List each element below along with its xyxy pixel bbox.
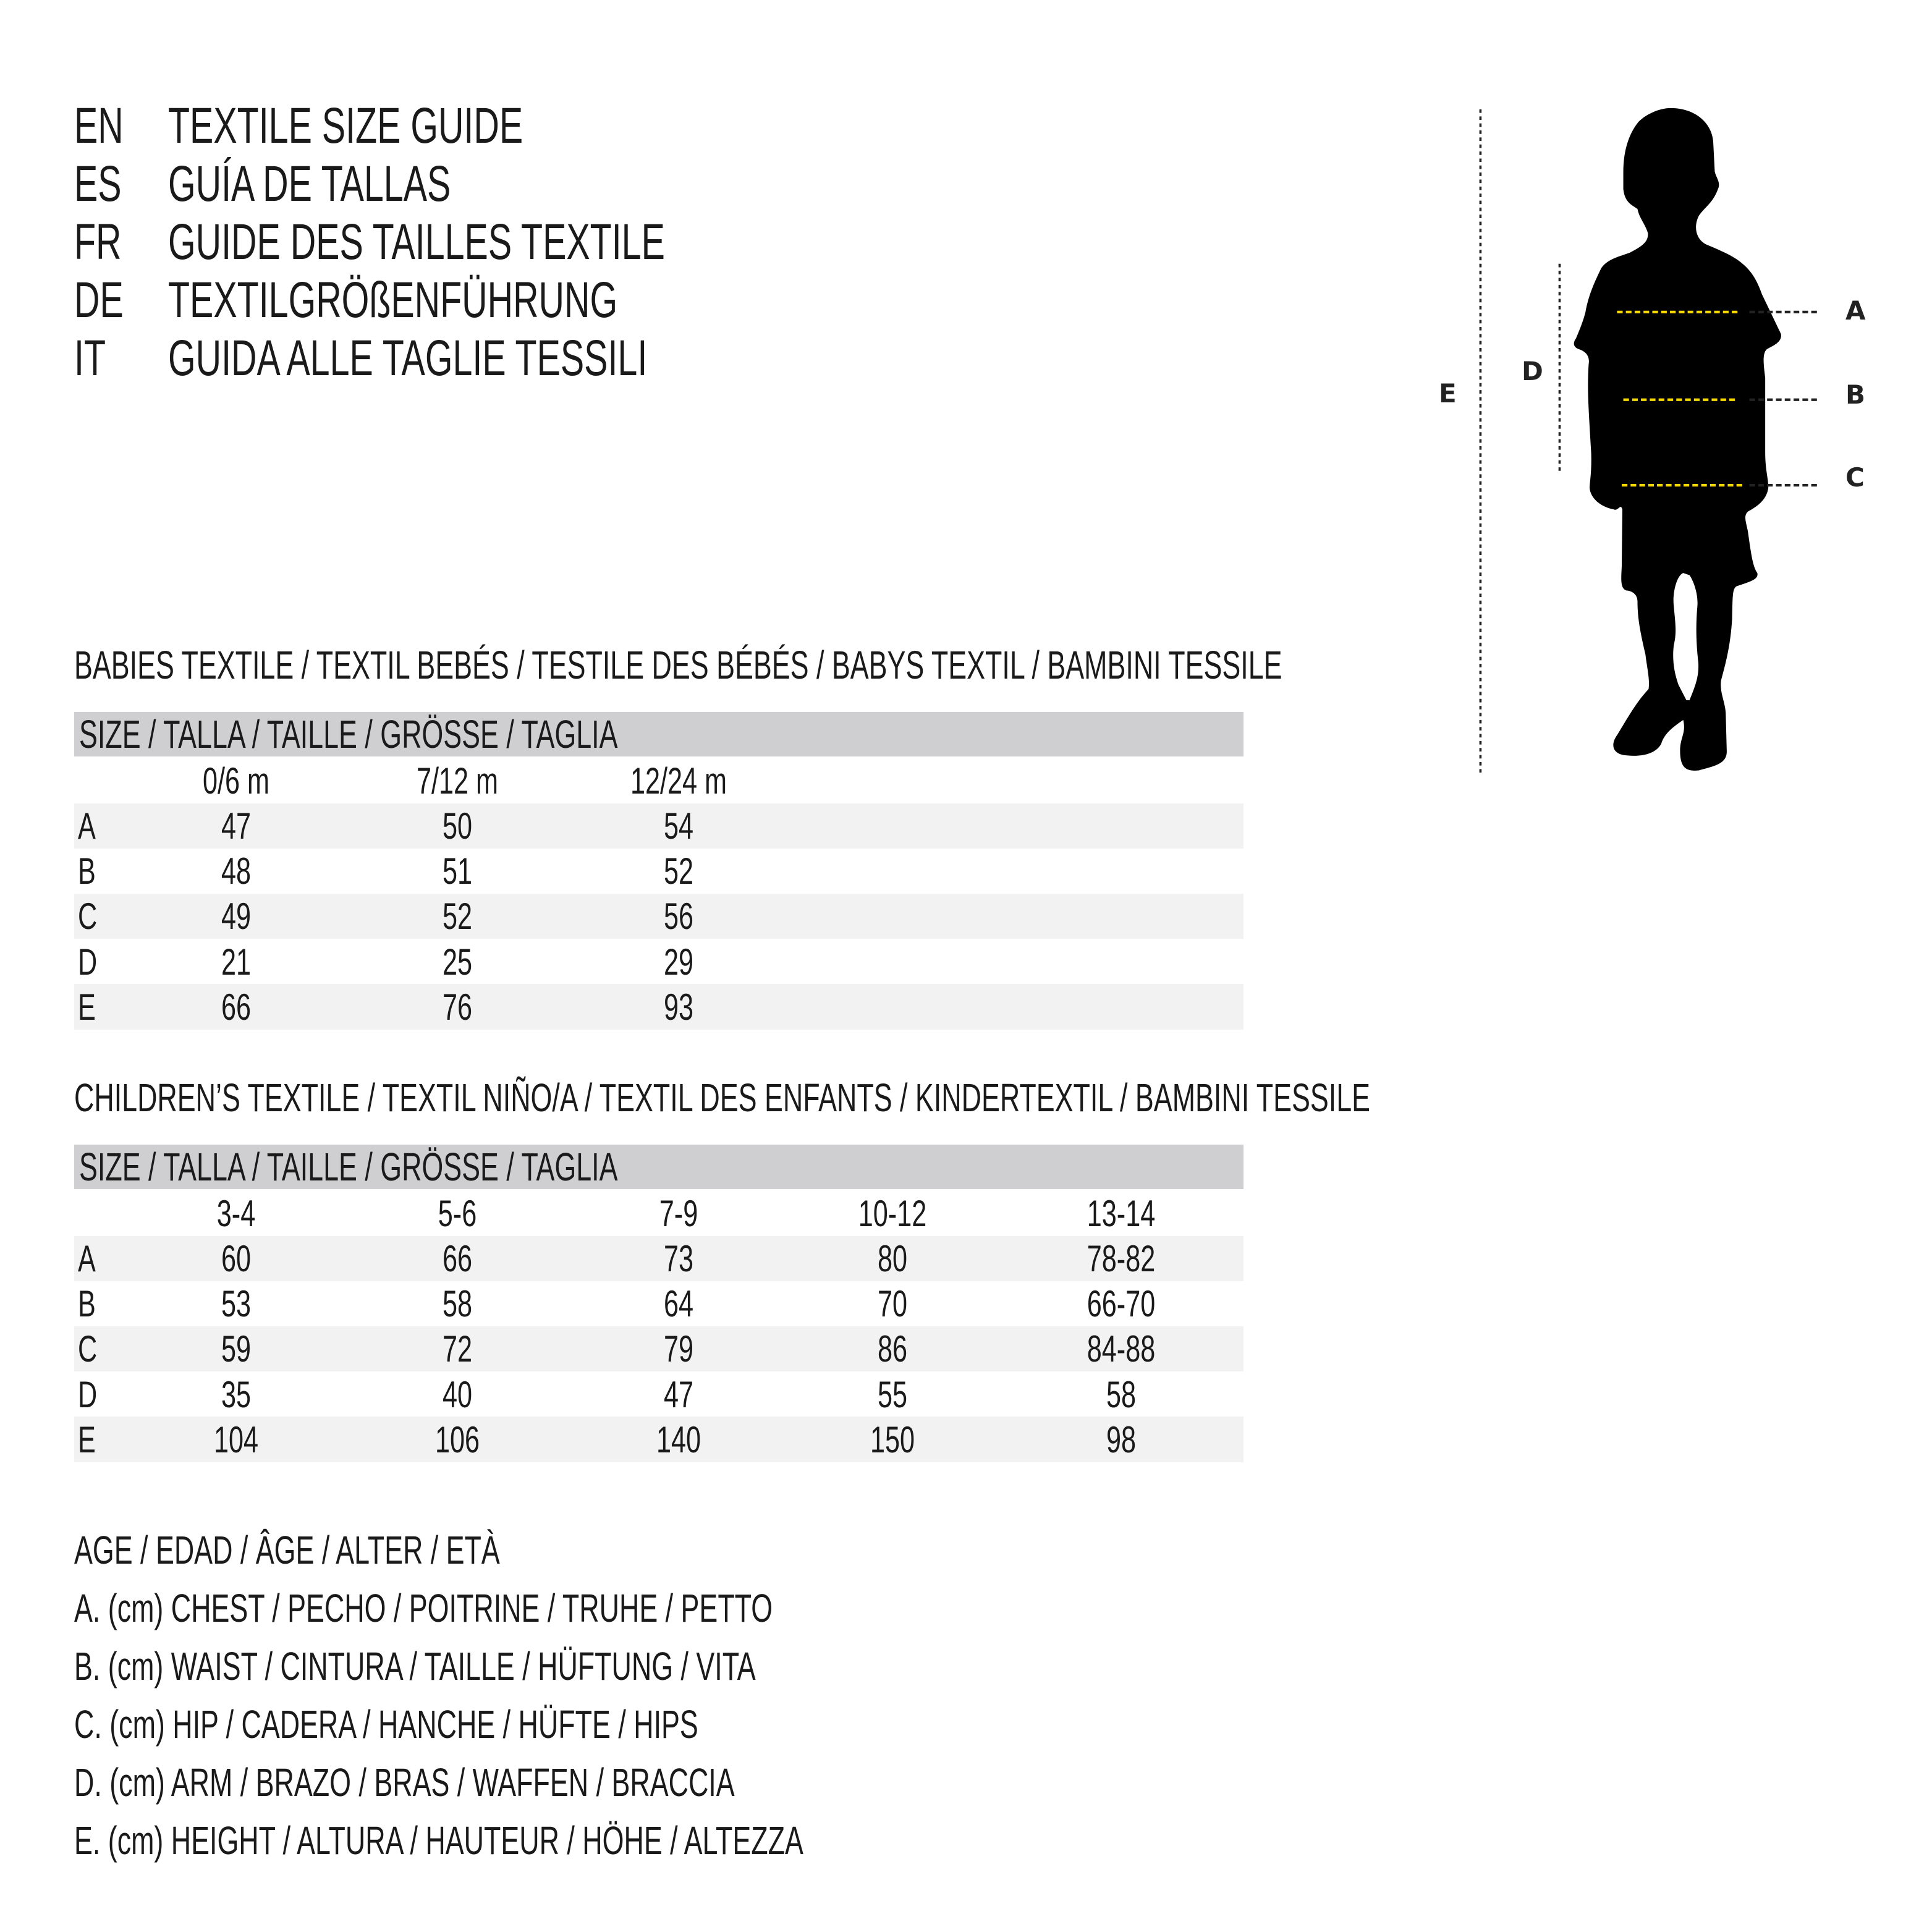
row-shade bbox=[74, 1326, 1244, 1371]
children-section-title: CHILDREN’S TEXTILE / TEXTIL NIÑO/A / TEX… bbox=[74, 1075, 1371, 1120]
row-shade bbox=[74, 803, 1244, 849]
figure-label-d: D bbox=[1522, 356, 1543, 386]
row-label: A bbox=[78, 1238, 96, 1279]
table-cell: 70 bbox=[877, 1283, 908, 1325]
table-cell: 52 bbox=[663, 850, 694, 892]
title-en: TEXTILE SIZE GUIDE bbox=[168, 98, 523, 154]
table-cell: 84-88 bbox=[1087, 1328, 1156, 1370]
table-cell: 40 bbox=[442, 1373, 473, 1415]
row-label: A bbox=[78, 805, 96, 847]
table-cell: 58 bbox=[442, 1283, 473, 1325]
table-cell: 60 bbox=[221, 1238, 252, 1279]
table-cell: 21 bbox=[221, 941, 252, 983]
title-es: GUÍA DE TALLAS bbox=[168, 156, 451, 212]
table-cell: 73 bbox=[663, 1238, 694, 1279]
table-cell: 79 bbox=[663, 1328, 694, 1370]
table-cell: 58 bbox=[1106, 1373, 1137, 1415]
table-cell: 104 bbox=[213, 1418, 259, 1460]
table-cell: 64 bbox=[663, 1283, 694, 1325]
table-cell: 98 bbox=[1106, 1418, 1137, 1460]
row-shade bbox=[74, 984, 1244, 1030]
row-label: D bbox=[78, 941, 98, 983]
figure-label-a: A bbox=[1845, 295, 1866, 326]
table-cell: 47 bbox=[221, 805, 252, 847]
row-label: B bbox=[78, 850, 96, 892]
table-cell: 76 bbox=[442, 986, 473, 1028]
table-cell: 49 bbox=[221, 896, 252, 938]
column-header: 12/24 m bbox=[630, 760, 727, 802]
table-cell: 59 bbox=[221, 1328, 252, 1370]
size-header: SIZE / TALLA / TAILLE / GRÖSSE / TAGLIA bbox=[79, 712, 618, 756]
column-header: 7/12 m bbox=[416, 760, 499, 802]
table-cell: 47 bbox=[663, 1373, 694, 1415]
row-label: E bbox=[78, 1418, 96, 1460]
row-label: D bbox=[78, 1373, 98, 1415]
title-fr: GUIDE DES TAILLES TEXTILE bbox=[168, 214, 665, 270]
table-cell: 29 bbox=[663, 941, 694, 983]
row-label: E bbox=[78, 986, 96, 1028]
table-cell: 66 bbox=[442, 1238, 473, 1279]
figure-label-e: E bbox=[1439, 378, 1457, 409]
lang-code-de: DE bbox=[74, 272, 124, 328]
table-cell: 78-82 bbox=[1087, 1238, 1156, 1279]
table-cell: 66-70 bbox=[1087, 1283, 1156, 1325]
legend-height: E. (cm) HEIGHT / ALTURA / HAUTEUR / HÖHE… bbox=[74, 1818, 803, 1863]
column-header: 0/6 m bbox=[202, 760, 270, 802]
lang-code-it: IT bbox=[74, 330, 106, 386]
table-cell: 35 bbox=[221, 1373, 252, 1415]
table-cell: 140 bbox=[656, 1418, 701, 1460]
table-cell: 54 bbox=[663, 805, 694, 847]
table-cell: 150 bbox=[870, 1418, 915, 1460]
table-cell: 48 bbox=[221, 850, 252, 892]
row-shade bbox=[74, 894, 1244, 939]
table-cell: 53 bbox=[221, 1283, 252, 1325]
table-cell: 66 bbox=[221, 986, 252, 1028]
figure-label-c: C bbox=[1845, 462, 1865, 493]
table-cell: 52 bbox=[442, 896, 473, 938]
row-label: C bbox=[78, 896, 98, 938]
table-cell: 72 bbox=[442, 1328, 473, 1370]
size-header-band bbox=[74, 712, 1244, 756]
babies-section-title: BABIES TEXTILE / TEXTIL BEBÉS / TESTILE … bbox=[74, 643, 1282, 687]
column-header: 7-9 bbox=[659, 1193, 698, 1234]
row-shade bbox=[74, 1417, 1244, 1462]
title-de: TEXTILGRÖßENFÜHRUNG bbox=[168, 272, 618, 328]
table-cell: 55 bbox=[877, 1373, 908, 1415]
size-header: SIZE / TALLA / TAILLE / GRÖSSE / TAGLIA bbox=[79, 1145, 618, 1189]
child-silhouette-icon bbox=[1574, 108, 1781, 771]
table-cell: 25 bbox=[442, 941, 473, 983]
table-cell: 93 bbox=[663, 986, 694, 1028]
table-cell: 86 bbox=[877, 1328, 908, 1370]
table-cell: 51 bbox=[442, 850, 473, 892]
column-header: 10-12 bbox=[858, 1193, 927, 1234]
table-cell: 106 bbox=[434, 1418, 480, 1460]
lang-code-en: EN bbox=[74, 98, 124, 154]
row-label: B bbox=[78, 1283, 96, 1325]
legend-chest: A. (cm) CHEST / PECHO / POITRINE / TRUHE… bbox=[74, 1586, 773, 1630]
row-label: C bbox=[78, 1328, 98, 1370]
column-header: 13-14 bbox=[1087, 1193, 1156, 1234]
title-it: GUIDA ALLE TAGLIE TESSILI bbox=[168, 330, 648, 386]
legend-age: AGE / EDAD / ÂGE / ALTER / ETÀ bbox=[74, 1528, 500, 1572]
table-cell: 50 bbox=[442, 805, 473, 847]
child-silhouette-figure bbox=[1479, 108, 1820, 773]
table-cell: 56 bbox=[663, 896, 694, 938]
size-header-band bbox=[74, 1145, 1244, 1189]
row-shade bbox=[74, 1236, 1244, 1281]
column-header: 3-4 bbox=[216, 1193, 256, 1234]
lang-code-es: ES bbox=[74, 156, 122, 212]
legend-hip: C. (cm) HIP / CADERA / HANCHE / HÜFTE / … bbox=[74, 1702, 698, 1747]
lang-code-fr: FR bbox=[74, 214, 122, 270]
table-cell: 80 bbox=[877, 1238, 908, 1279]
legend-waist: B. (cm) WAIST / CINTURA / TAILLE / HÜFTU… bbox=[74, 1644, 756, 1688]
legend-arm: D. (cm) ARM / BRAZO / BRAS / WAFFEN / BR… bbox=[74, 1760, 735, 1805]
column-header: 5-6 bbox=[438, 1193, 477, 1234]
figure-label-b: B bbox=[1845, 379, 1866, 410]
